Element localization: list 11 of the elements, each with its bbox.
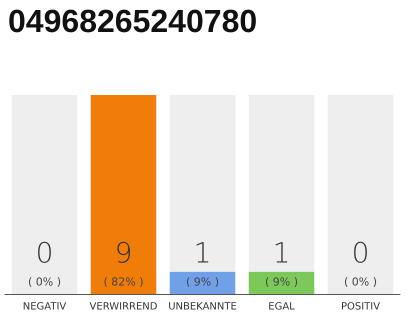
x-tick-label: POSITIV [340,302,380,312]
x-tick-label: EGAL [268,302,296,312]
data-label: 0 ( 0% ) [344,236,378,288]
x-tick-label: UNBEKANNTE [168,302,237,312]
data-label: 1 ( 9% ) [264,236,298,288]
x-tick-label: VERWIRREND [90,302,158,312]
data-label: 9 ( 82% ) [103,236,144,288]
x-tick-label: NEGATIV [22,302,66,312]
chart-title: 04968265240780 [8,3,258,39]
data-label: 1 ( 9% ) [186,236,220,288]
data-label: 0 ( 0% ) [28,236,62,288]
